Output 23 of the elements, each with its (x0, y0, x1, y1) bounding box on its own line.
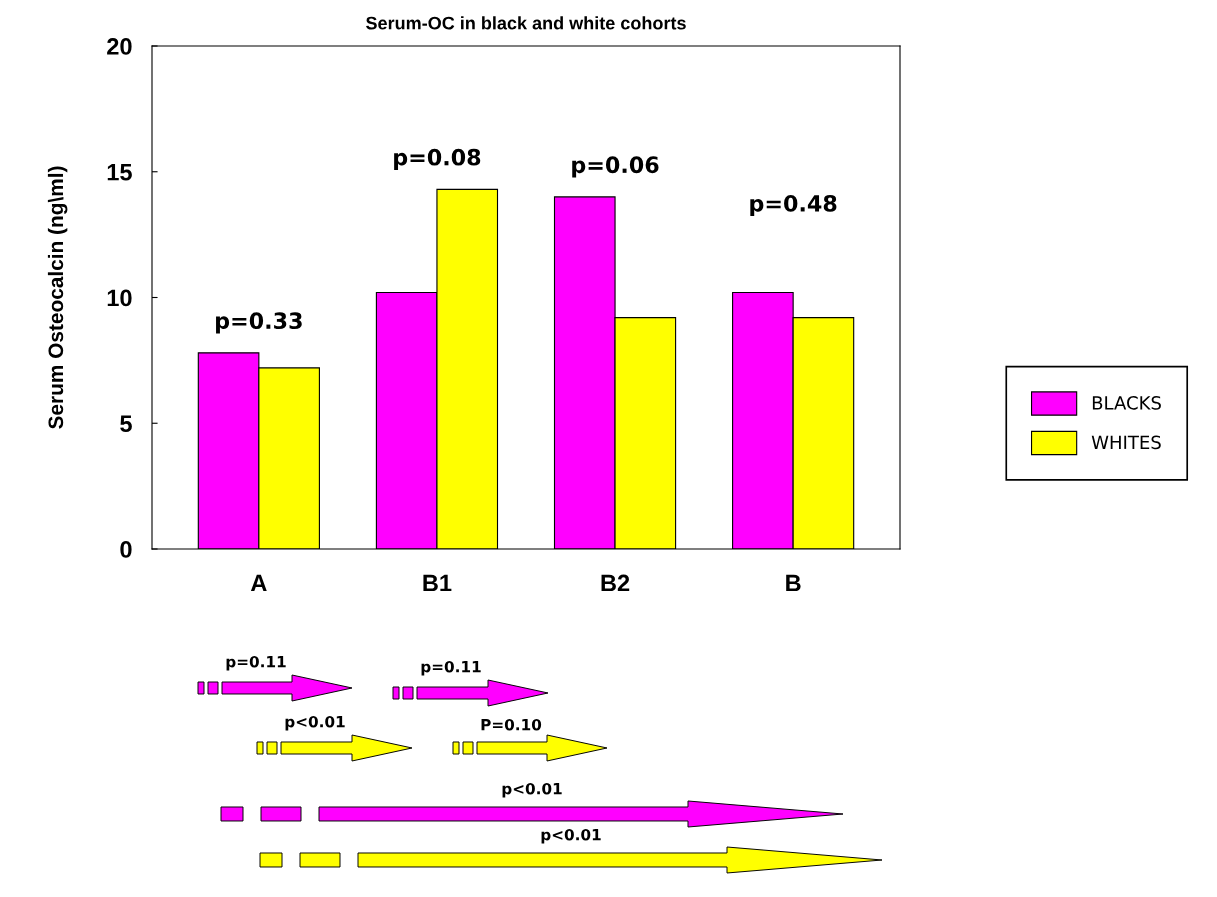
x-tick-label: B1 (423, 574, 452, 592)
x-tick-label: B (786, 574, 801, 592)
annotation: p=0.33 (216, 312, 302, 334)
text: p<0.01 (502, 782, 562, 798)
legend-label: BLACKS (1092, 396, 1161, 410)
y-tick-label: 20 (107, 38, 132, 55)
y-tick-label: 0 (120, 541, 132, 558)
y-tick-label: 15 (107, 164, 132, 181)
text: p=0.11 (226, 655, 286, 671)
text: p=0.11 (421, 660, 481, 676)
x-tick-label: A (250, 574, 267, 592)
annotation: p=0.48 (750, 194, 837, 217)
text: P=0.10 (481, 718, 542, 731)
x-tick-label: B2 (601, 574, 630, 592)
annotation: p=0.06 (572, 156, 659, 178)
y-axis-title: Serum Osteocalcin (ng\ml) (47, 166, 68, 429)
legend-label: WHITES (1091, 435, 1161, 450)
text: p<0.01 (285, 715, 345, 731)
annotation: p=0.08 (394, 148, 481, 170)
y-tick-label: 5 (120, 415, 132, 433)
y-tick-label: 10 (107, 289, 132, 307)
text: p<0.01 (541, 828, 601, 844)
chart-title: Serum-OC in black and white cohorts (366, 16, 686, 30)
